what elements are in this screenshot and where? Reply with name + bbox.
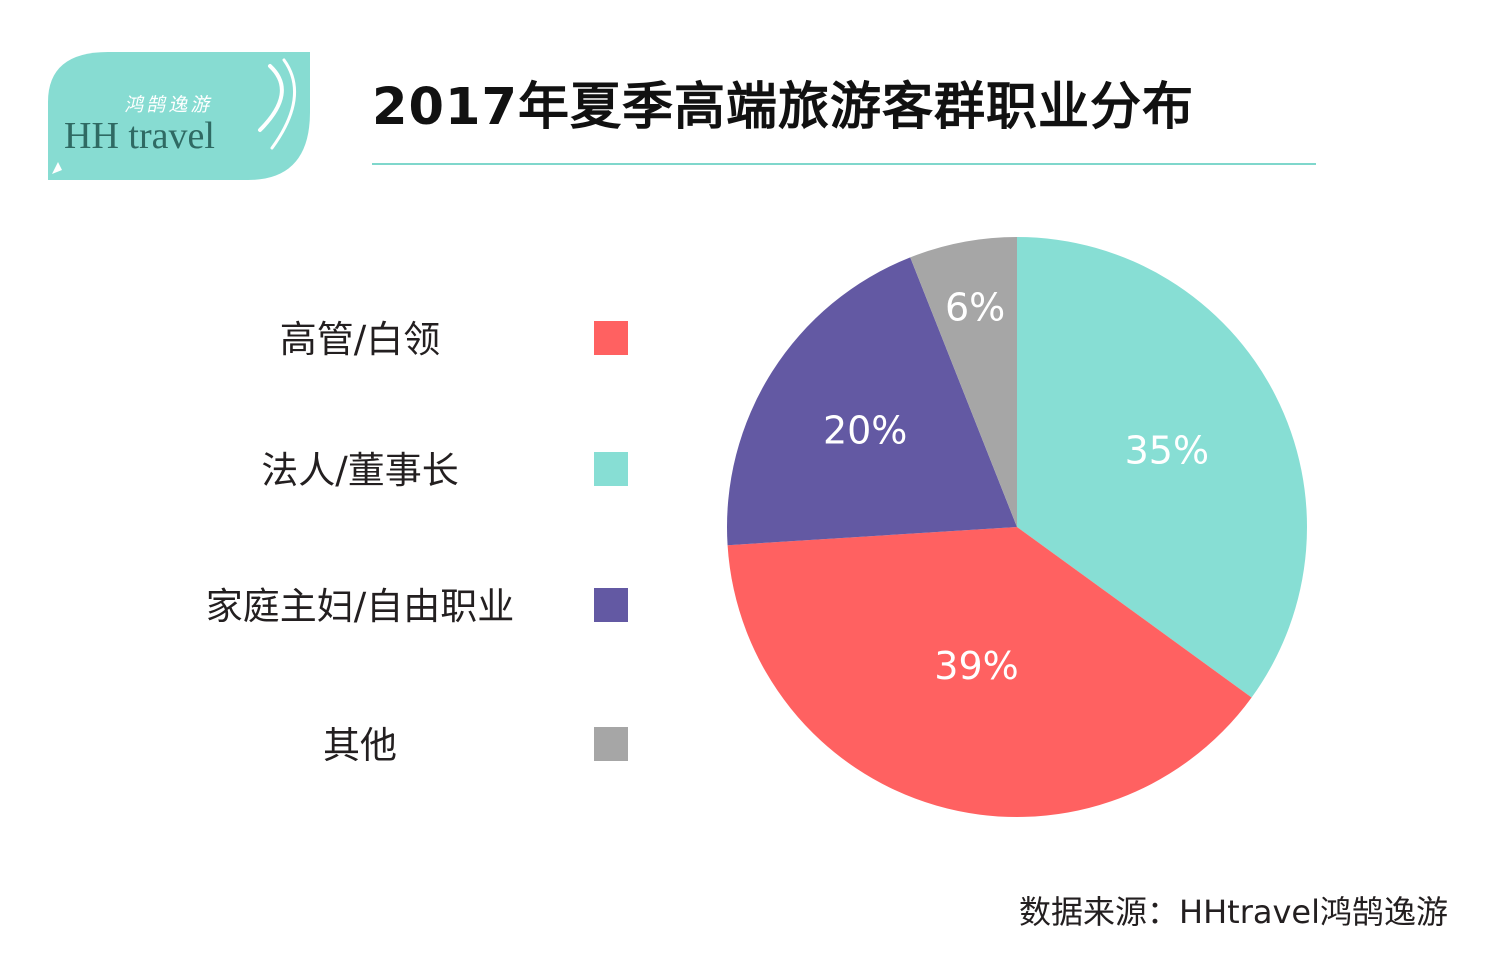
logo-english-text: HH travel [64,115,215,157]
legend-swatch-chairmen [594,452,628,486]
legend-label-chairmen: 法人/董事长 [261,449,459,492]
chart-title: 2017年夏季高端旅游客群职业分布 [372,78,1194,137]
title-underline [372,163,1316,165]
hh-travel-logo: 鸿鹄逸游 HH travel [48,52,310,180]
data-source-note: 数据来源：HHtravel鸿鹄逸游 [1019,893,1448,931]
pie-label-chairmen: 35% [1125,429,1209,473]
legend-swatch-others [594,727,628,761]
pie-slice-homemakers [727,257,1017,546]
pie-label-homemakers: 20% [823,409,907,453]
legend-label-homemakers: 家庭主妇/自由职业 [205,585,515,628]
legend-label-executives: 高管/白领 [279,318,441,361]
legend-swatch-homemakers [594,588,628,622]
pie-slice-others [910,237,1017,527]
legend-label-others: 其他 [323,724,397,767]
pie-slice-chairmen [1017,237,1307,698]
legend-swatch-executives [594,321,628,355]
pie-label-others: 6% [945,286,1005,330]
pie-slice-executives [727,527,1252,817]
pie-label-executives: 39% [934,644,1018,688]
logo-leaf-shape [48,52,310,180]
